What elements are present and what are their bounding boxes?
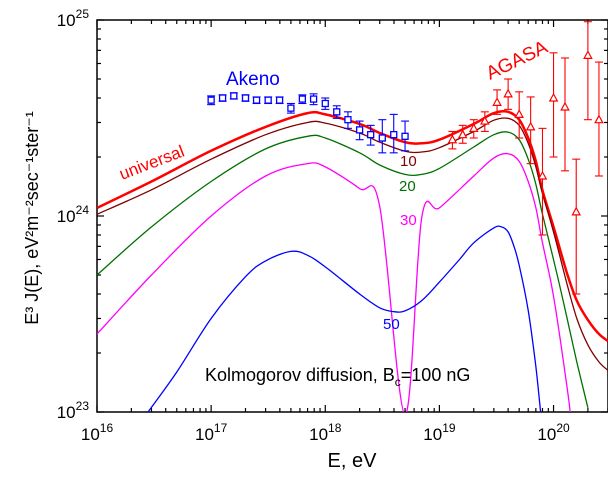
agasa-point	[525, 96, 536, 165]
label-akeno: Akeno	[226, 69, 280, 90]
y-tick-label: 1025	[57, 7, 90, 30]
x-tick-label: 1018	[309, 421, 342, 444]
agasa-point	[548, 52, 559, 158]
akeno-point	[343, 111, 352, 129]
curve-10	[97, 117, 608, 371]
akeno-point	[309, 93, 318, 106]
label-curve-20: 20	[399, 178, 416, 195]
y-axis-label: E³ J(E), eV²m⁻²sec⁻¹ster⁻¹	[22, 111, 42, 325]
akeno-point	[229, 92, 238, 100]
akeno-point	[298, 94, 307, 105]
agasa-point	[468, 119, 479, 139]
agasa-point	[537, 127, 548, 236]
x-tick-label: 1020	[537, 421, 570, 444]
y-tick-label: 1024	[57, 203, 90, 226]
plot-frame	[96, 19, 608, 413]
agasa-point	[457, 124, 468, 144]
akeno-point	[389, 113, 398, 154]
curve-50	[147, 225, 542, 412]
curve-20	[97, 131, 589, 408]
label-curve-50: 50	[383, 316, 400, 333]
x-axis-label: E, eV	[328, 450, 378, 472]
akeno-point	[321, 97, 330, 110]
agasa-point	[571, 158, 582, 295]
agasa-point	[594, 61, 604, 177]
akeno-point	[264, 96, 273, 105]
akeno-point	[275, 96, 284, 105]
akeno-point	[355, 120, 364, 141]
akeno-point	[218, 94, 227, 102]
akeno-point	[286, 102, 295, 114]
annotation-kolmogorov: Kolmogorov diffusion, Bc=100 nG	[205, 365, 470, 389]
x-tick-label: 1016	[81, 421, 114, 444]
agasa-point	[503, 78, 513, 110]
akeno-point	[378, 119, 387, 154]
agasa-point	[560, 57, 570, 172]
akeno-point	[252, 96, 261, 105]
agasa-point	[480, 111, 490, 133]
akeno-point	[366, 124, 375, 146]
data-points	[207, 21, 604, 295]
y-tick-label: 1023	[57, 399, 90, 422]
agasa-point	[514, 91, 524, 139]
akeno-point	[332, 105, 341, 119]
label-agasa: AGASA	[483, 37, 551, 85]
label-curve-30: 30	[400, 212, 417, 229]
akeno-point	[241, 94, 250, 102]
agasa-point	[492, 89, 502, 115]
curve-30	[97, 152, 571, 412]
x-tick-label: 1019	[423, 421, 456, 444]
label-curve-10: 10	[400, 153, 417, 170]
agasa-point	[447, 130, 458, 150]
akeno-point	[401, 120, 410, 152]
agasa-point	[583, 21, 593, 121]
akeno-point	[207, 95, 216, 106]
x-tick-label: 1017	[195, 421, 228, 444]
